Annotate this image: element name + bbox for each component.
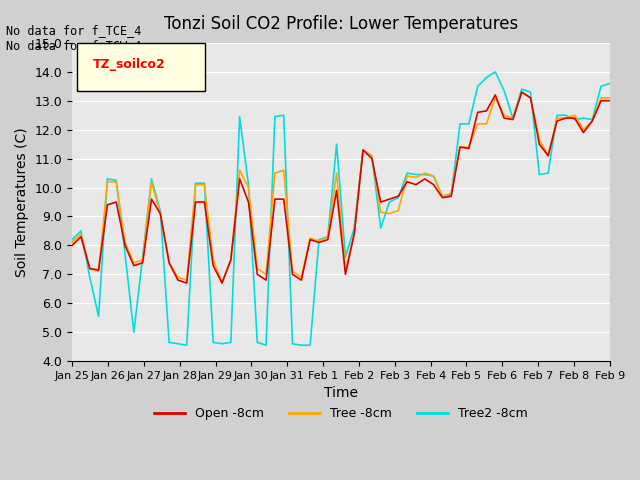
Text: No data for f_TCE_4
No data for f_TCW_4: No data for f_TCE_4 No data for f_TCW_4	[6, 24, 142, 52]
Title: Tonzi Soil CO2 Profile: Lower Temperatures: Tonzi Soil CO2 Profile: Lower Temperatur…	[164, 15, 518, 33]
Y-axis label: Soil Temperatures (C): Soil Temperatures (C)	[15, 127, 29, 277]
Text: TZ_soilco2: TZ_soilco2	[93, 58, 166, 72]
Legend: Open -8cm, Tree -8cm, Tree2 -8cm: Open -8cm, Tree -8cm, Tree2 -8cm	[149, 402, 533, 425]
X-axis label: Time: Time	[324, 386, 358, 400]
